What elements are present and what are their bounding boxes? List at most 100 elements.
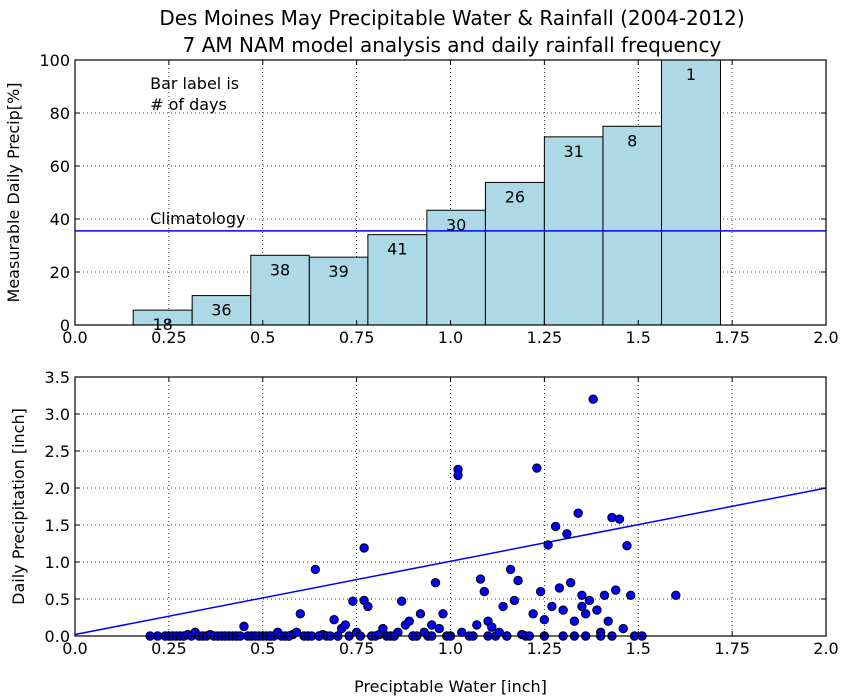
scatter-point	[558, 605, 568, 615]
scatter-point	[554, 583, 565, 593]
scatter-point	[427, 620, 437, 630]
figure-title-line1: Des Moines May Precipitable Water & Rain…	[159, 6, 744, 30]
bot-x-tick-label: 1.0	[438, 639, 463, 658]
scatter-point	[310, 564, 321, 575]
bot-y-tick-label: 0.5	[45, 590, 70, 609]
top-x-tick-label: 0.0	[62, 328, 87, 347]
histogram-x-ticks: 0.0 0.25 0.5 0.75 1.0 1.25 1.5 1.75 2.0	[62, 60, 839, 347]
scatter-point	[580, 609, 591, 619]
scatter-point	[611, 585, 621, 595]
scatter-point	[453, 470, 463, 481]
scatter-point	[626, 590, 636, 600]
figure-title-line2: 7 AM NAM model analysis and daily rainfa…	[183, 33, 722, 57]
scatter-point	[532, 463, 542, 473]
scatter-point	[295, 609, 305, 619]
scatter-point	[622, 541, 632, 551]
bot-y-tick-label: 2.5	[45, 442, 70, 461]
top-x-tick-label: 0.5	[250, 328, 275, 347]
scatter-y-axis-label: Daily Precipitation [inch]	[9, 408, 28, 605]
scatter-point	[479, 586, 489, 597]
scatter-point	[607, 512, 617, 523]
scatter-point	[363, 601, 373, 612]
scatter-point	[599, 590, 610, 600]
scatter-point	[359, 543, 369, 553]
histogram-bar-count-label: 41	[387, 240, 407, 259]
fit-line	[74, 487, 827, 636]
histogram-y-axis-label: Measurable Daily Precip[%]	[4, 83, 23, 303]
scatter-point	[592, 605, 602, 615]
histogram-bar-count-label: 1	[686, 65, 696, 84]
scatter-point	[573, 508, 583, 518]
scatter-point	[239, 621, 249, 632]
scatter-point	[404, 616, 414, 626]
scatter-point	[577, 601, 587, 612]
histogram-bar-count-label: 8	[627, 131, 637, 150]
scatter-point	[584, 595, 595, 606]
scatter-point	[340, 620, 351, 630]
scatter-point	[603, 616, 613, 626]
scatter-point	[618, 623, 628, 634]
histogram-bar	[367, 234, 428, 326]
top-y-tick-label: 80	[50, 104, 70, 123]
histogram-bar-count-label: 26	[505, 187, 525, 206]
top-y-tick-label: 100	[39, 51, 70, 70]
climatology-label: Climatology	[150, 209, 245, 228]
scatter-point	[378, 623, 388, 634]
bot-y-tick-label: 3.5	[45, 368, 70, 387]
top-x-tick-label: 0.25	[151, 328, 187, 347]
scatter-point	[472, 620, 482, 630]
bot-y-tick-label: 3.0	[45, 405, 70, 424]
scatter-point	[434, 623, 444, 634]
scatter-point	[543, 540, 553, 550]
histogram-y-ticks: 0 20 40 60 80 100	[39, 51, 826, 335]
scatter-points	[145, 394, 681, 641]
scatter-point	[550, 521, 561, 532]
histogram-chart: Climatology Bar label is # of days 1 8 36 38…	[4, 51, 839, 347]
scatter-y-ticks: 0.0 0.5 1.0 1.5 2.0 2.5 3.0 3.5	[45, 368, 826, 646]
bot-x-tick-label: 1.25	[527, 639, 563, 658]
scatter-point	[535, 586, 546, 597]
bot-y-tick-label: 1.5	[45, 516, 70, 535]
top-x-tick-label: 1.0	[438, 328, 463, 347]
histogram-bar-count-label: 31	[563, 142, 583, 161]
scatter-point	[565, 578, 576, 588]
scatter-chart: 0.0 0.25 0.5 0.75 1.0 1.25 1.5 1.75 2.0 0.0 0.5 1.…	[9, 368, 839, 696]
bot-x-tick-label: 0.5	[250, 639, 275, 658]
bot-y-tick-label: 1.0	[45, 553, 70, 572]
scatter-grid	[75, 377, 826, 636]
top-y-tick-label: 20	[50, 263, 70, 282]
top-x-tick-label: 1.5	[626, 328, 651, 347]
bot-x-tick-label: 1.5	[626, 639, 651, 658]
bot-x-tick-label: 0.0	[62, 639, 87, 658]
scatter-point	[475, 574, 486, 584]
scatter-point	[577, 590, 587, 600]
top-x-tick-label: 0.75	[339, 328, 375, 347]
scatter-point	[498, 601, 508, 612]
histogram-bar-count-label: 39	[328, 262, 348, 281]
histogram-bar-count-label: 30	[446, 215, 466, 234]
histogram-bar	[484, 181, 545, 326]
histogram-bar-count-label: 38	[270, 260, 290, 279]
bot-x-tick-label: 0.25	[151, 639, 187, 658]
scatter-point	[528, 609, 538, 619]
scatter-point	[430, 578, 441, 588]
bot-y-tick-label: 0.0	[45, 627, 70, 646]
histogram-bar-count-label: 36	[211, 301, 231, 320]
top-x-tick-label: 2.0	[813, 328, 838, 347]
scatter-point	[539, 615, 550, 625]
bar-label-note: Bar label is # of days	[150, 74, 239, 114]
scatter-point	[438, 609, 448, 619]
histogram-bar	[250, 254, 310, 326]
scatter-point	[396, 596, 407, 606]
scatter-point	[415, 609, 426, 619]
histogram-bar	[426, 209, 486, 326]
bar-label-note-line: # of days	[150, 95, 227, 114]
histogram-bar	[602, 125, 663, 326]
top-x-tick-label: 1.25	[527, 328, 563, 347]
scatter-point	[562, 529, 572, 539]
scatter-point	[588, 394, 598, 404]
scatter-point	[569, 616, 580, 626]
top-x-tick-label: 1.75	[714, 328, 750, 347]
